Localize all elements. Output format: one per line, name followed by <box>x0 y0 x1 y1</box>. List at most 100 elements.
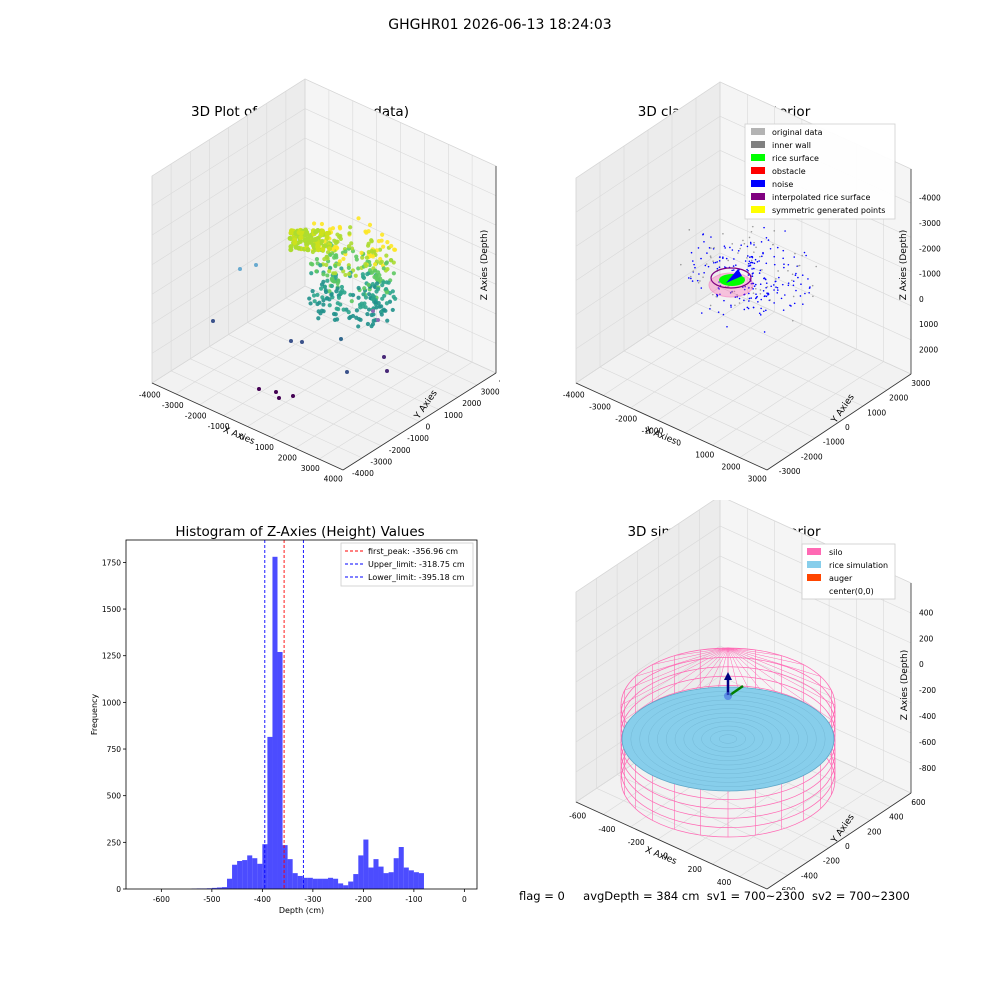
raw-point <box>382 293 387 298</box>
original-point <box>702 276 704 278</box>
x-tick-label: 0 <box>676 438 681 447</box>
raw-point <box>320 295 325 300</box>
noise-point <box>799 295 802 297</box>
noise-point <box>706 252 708 254</box>
raw-point <box>365 321 371 327</box>
original-point <box>815 265 818 268</box>
raw-point <box>350 313 356 319</box>
noise-point <box>747 269 749 272</box>
raw-point <box>366 307 372 312</box>
raw-point <box>336 262 342 267</box>
histogram-bar <box>216 887 222 889</box>
raw-point <box>368 268 373 273</box>
legend-label: interpolated rice surface <box>772 193 870 202</box>
x-tick-label: 3000 <box>748 474 767 483</box>
noise-point <box>723 245 726 248</box>
raw-point <box>316 316 321 321</box>
histogram-bar <box>317 878 323 889</box>
noise-point <box>700 287 703 289</box>
original-point <box>775 278 777 280</box>
histogram-bar <box>292 873 298 889</box>
silo-roof-line <box>700 647 729 651</box>
raw-point <box>310 289 315 294</box>
histogram-bar <box>388 872 394 889</box>
raw-point <box>349 246 355 251</box>
raw-point <box>274 390 278 394</box>
silo-roof-line <box>727 647 804 665</box>
original-point <box>801 254 803 257</box>
raw-point <box>377 272 382 278</box>
histogram-bar <box>221 887 228 889</box>
original-point <box>705 263 708 265</box>
original-point <box>791 279 793 282</box>
original-point <box>739 247 741 250</box>
noise-point <box>748 260 751 263</box>
noise-point <box>769 247 772 250</box>
y-tick-label: 750 <box>107 745 122 754</box>
noise-point <box>744 285 746 288</box>
simulation-legend-box <box>801 543 896 600</box>
histogram-bar <box>333 878 339 889</box>
noise-point <box>725 257 728 260</box>
noise-point <box>702 233 704 236</box>
raw-point <box>288 230 294 236</box>
noise-point <box>781 283 784 286</box>
histogram-bar <box>378 866 384 889</box>
original-point <box>772 243 774 246</box>
raw-point <box>356 316 362 322</box>
noise-point <box>793 302 796 305</box>
noise-point <box>780 297 783 300</box>
z-tick-label: -800 <box>919 764 936 773</box>
noise-point <box>719 293 721 296</box>
noise-point <box>696 279 699 282</box>
y-tick-label: -1000 <box>823 438 845 447</box>
y-tick-label: -2000 <box>801 452 823 461</box>
histogram-chart: -600 -500 -400 -300 -200 -100 0 0 250 500 750 1000 1… <box>90 539 478 915</box>
histogram-bar <box>363 839 369 889</box>
noise-point <box>743 288 746 291</box>
z-tick-label: -4000 <box>919 194 941 203</box>
noise-point <box>694 266 696 269</box>
rice-mesh-ring <box>674 712 782 766</box>
original-point <box>759 289 762 291</box>
raw-point <box>334 253 339 258</box>
y-tick-label: 1500 <box>102 605 121 614</box>
rice-simulation-surface <box>621 686 835 792</box>
legend-label: original data <box>772 128 823 137</box>
noise-point <box>722 256 724 258</box>
grid-line-z <box>151 285 497 384</box>
noise-point <box>756 260 759 263</box>
x-tick-label: -4000 <box>563 391 585 400</box>
original-point <box>748 236 751 239</box>
raw-point <box>367 222 373 227</box>
noise-point <box>693 263 695 266</box>
noise-point <box>765 286 767 289</box>
y-tick-label: 200 <box>867 827 882 836</box>
y-tick-label: 600 <box>911 798 926 807</box>
raw-point <box>351 292 356 298</box>
grid-line-z <box>575 615 912 713</box>
raw-point <box>346 309 351 315</box>
raw-point <box>324 262 329 268</box>
original-point <box>750 230 753 233</box>
histogram-bar <box>398 847 404 889</box>
original-point <box>743 242 746 245</box>
y-tick-label: 1250 <box>102 652 121 661</box>
noise-point <box>792 280 795 283</box>
z-tick-label: -400 <box>919 712 936 721</box>
raw-point <box>337 226 343 231</box>
grid-line-z <box>151 226 497 325</box>
raw-point <box>360 255 365 260</box>
x-tick-label: 400 <box>717 878 732 887</box>
noise-point <box>794 274 797 277</box>
original-point <box>710 256 712 259</box>
noise-point <box>773 263 776 266</box>
silo-roof-line <box>624 647 729 720</box>
legend-swatch <box>751 193 765 200</box>
noise-point <box>723 299 725 302</box>
noise-point <box>740 244 742 246</box>
z-tick-label: -1000 <box>919 270 941 279</box>
original-point <box>692 270 695 273</box>
y-tick-label: 1000 <box>444 411 463 420</box>
z-tick-label: -200 <box>919 686 936 695</box>
